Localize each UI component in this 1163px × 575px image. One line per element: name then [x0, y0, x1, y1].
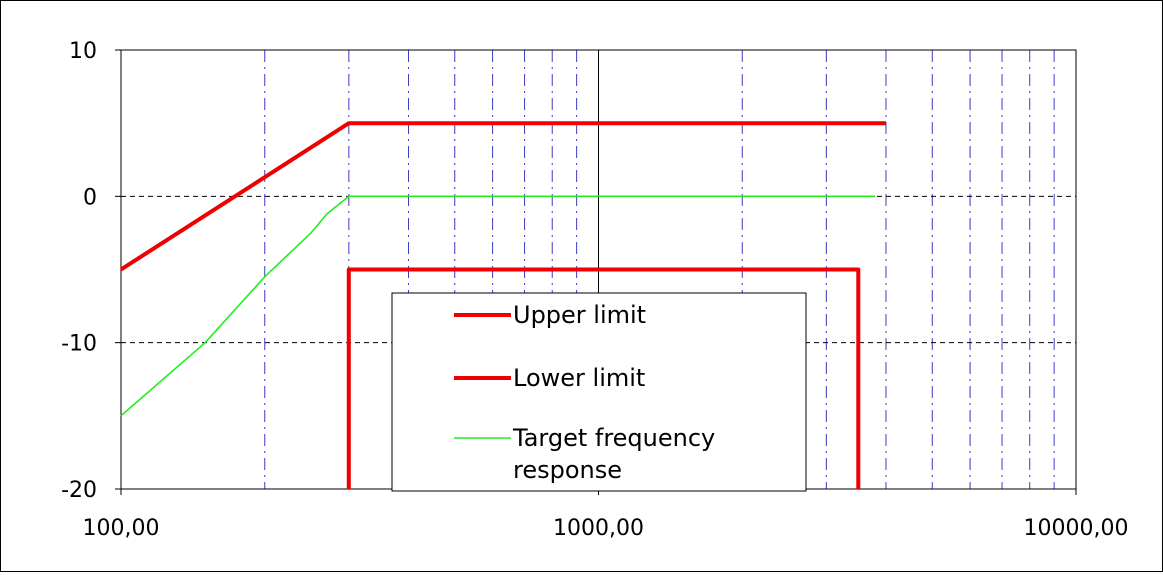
upper-limit-line: [119, 121, 886, 272]
legend: Upper limit Lower limit Target frequency re…: [391, 292, 807, 492]
legend-label: Lower limit: [513, 364, 645, 392]
x-tick-label: 10000,00: [1024, 516, 1129, 541]
legend-label: Target frequency response: [512, 424, 715, 484]
x-tick-label: 1000,00: [553, 516, 644, 541]
y-tick-label: -20: [61, 478, 97, 503]
x-tick-label: 100,00: [83, 516, 160, 541]
legend-box: [391, 292, 807, 492]
axis-layer: 10 0 -10 -20 100,00 1000,00 10000,00: [61, 39, 1128, 541]
y-tick-label: 0: [83, 185, 97, 210]
series-layer: [119, 121, 886, 489]
y-tick-label: 10: [69, 39, 97, 64]
target-frequency-response-line: [120, 195, 876, 417]
legend-label: Upper limit: [513, 301, 646, 329]
lower-limit-line: [346, 267, 861, 489]
y-tick-label: -10: [61, 332, 97, 357]
